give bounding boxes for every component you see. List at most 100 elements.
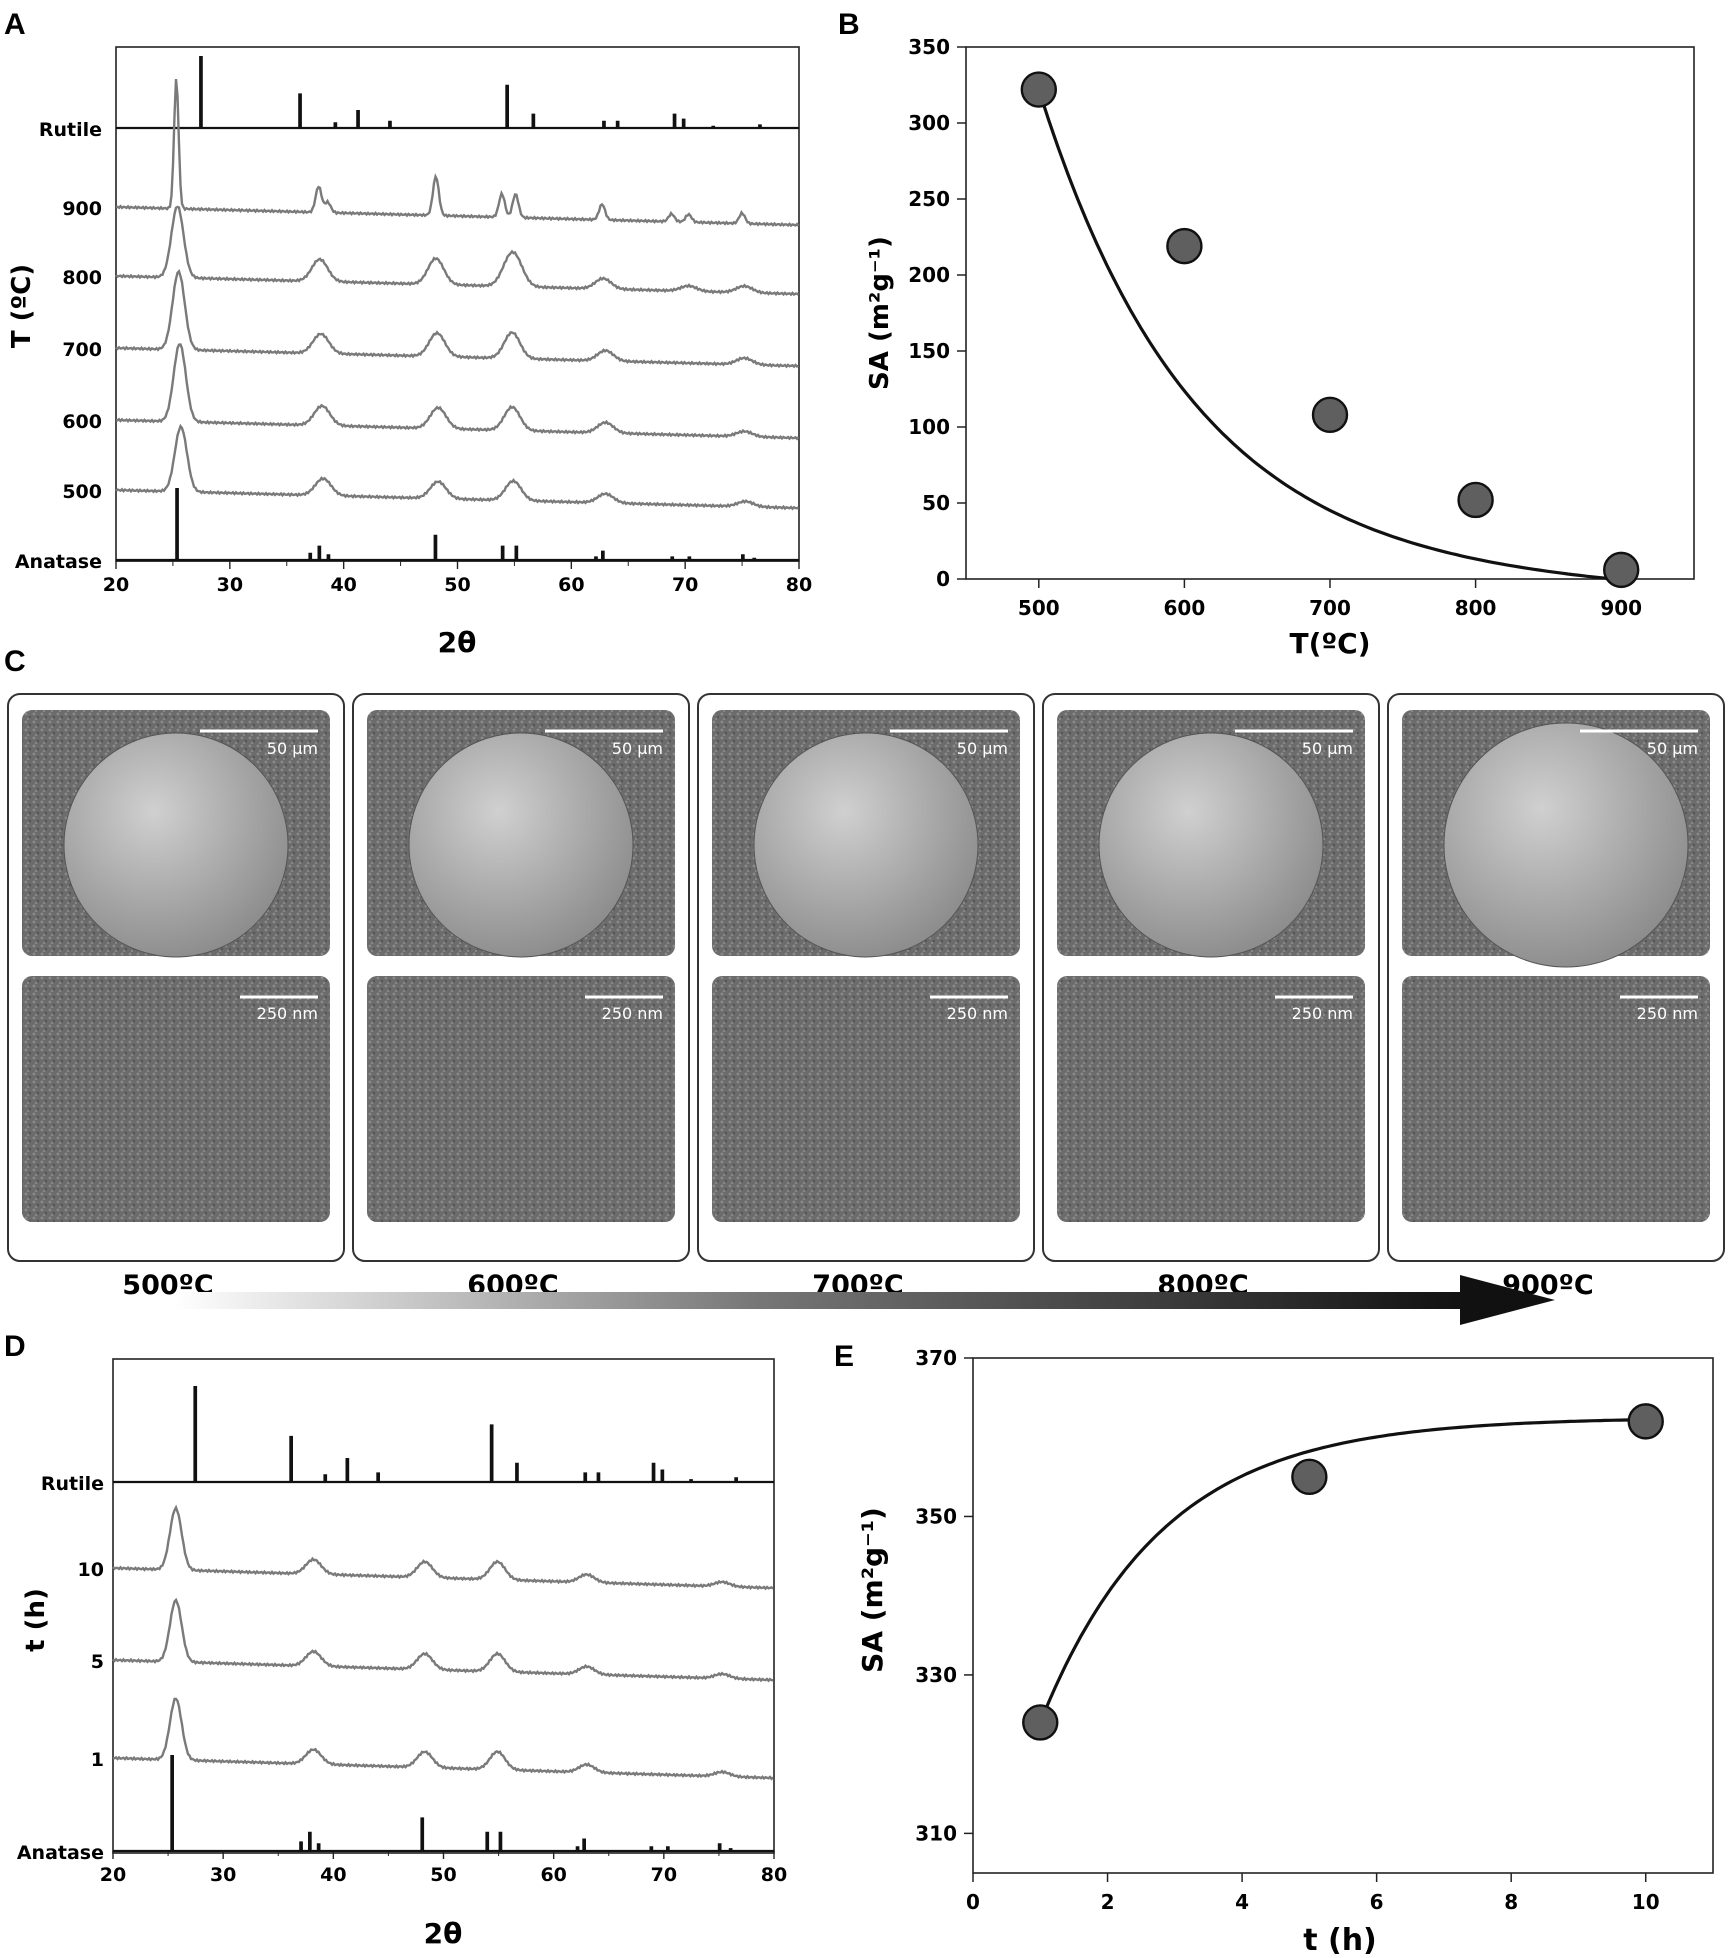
temperature-trend-arrow <box>175 1275 1555 1325</box>
data-point <box>1627 1403 1664 1440</box>
panel-b-x-axis-label: T(ºC) <box>1289 627 1370 660</box>
panel-e-y-axis-label: SA (m²g⁻¹) <box>856 1507 889 1673</box>
scale-bar-label: 250 nm <box>1292 1004 1353 1023</box>
panel-a-frame <box>115 46 800 562</box>
xrd-sample-pattern <box>112 1504 774 1591</box>
y-tick-label: 310 <box>915 1821 957 1845</box>
xrd-reference-pattern <box>113 1386 774 1484</box>
y-tick-label: 100 <box>908 415 950 439</box>
panel-b-y-axis-label: SA (m²g⁻¹) <box>865 236 895 390</box>
panel-letter-e: E <box>834 1340 854 1373</box>
panel-a-x-axis-label: 2θ <box>438 626 477 659</box>
scale-bar-label: 250 nm <box>947 1004 1008 1023</box>
scale-bar-label: 50 µm <box>267 739 318 758</box>
panel-a-y-axis-label: T (ºC) <box>7 264 37 348</box>
panel-e-points <box>1022 1403 1664 1741</box>
microsphere <box>1443 722 1689 968</box>
y-tick-label: 200 <box>908 263 950 287</box>
x-tick-label: 70 <box>672 574 698 596</box>
xrd-sample-pattern <box>113 1697 774 1781</box>
x-tick-label: 700 <box>1309 596 1351 620</box>
y-tick-label: 330 <box>915 1663 957 1687</box>
xrd-series-label: 1 <box>91 1749 104 1771</box>
x-tick-label: 10 <box>1632 1890 1660 1914</box>
xrd-sample-pattern <box>115 423 800 511</box>
scale-bar-label: 250 nm <box>257 1004 318 1023</box>
microsphere <box>753 732 979 958</box>
x-tick-label: 600 <box>1164 596 1206 620</box>
data-point <box>1291 1458 1328 1496</box>
sem-image-surface <box>22 976 330 1222</box>
x-tick-label: 70 <box>651 1864 677 1886</box>
xrd-reference-pattern <box>116 488 799 562</box>
panel-d-frame <box>112 1358 775 1854</box>
x-tick-label: 80 <box>786 574 812 596</box>
panel-letter-b: B <box>838 8 860 41</box>
xrd-series-label: 10 <box>78 1559 104 1581</box>
scale-bar-label: 50 µm <box>1302 739 1353 758</box>
xrd-reference-pattern <box>116 56 799 130</box>
xrd-sample-pattern <box>115 343 800 441</box>
panel-e-scatter: SA (m²g⁻¹) t (h) 0 2 4 6 8 10 310 330 350 370 <box>856 1346 1714 1958</box>
microsphere <box>63 732 289 958</box>
data-point <box>1311 396 1349 434</box>
x-tick-label: 20 <box>100 1864 126 1886</box>
xrd-series-label: 700 <box>62 339 102 361</box>
data-point <box>1020 71 1058 108</box>
x-tick-label: 20 <box>103 574 129 596</box>
y-tick-label: 50 <box>922 491 950 515</box>
sem-image-surface <box>367 976 675 1222</box>
xrd-reference-pattern <box>113 1755 774 1853</box>
x-tick-label: 900 <box>1600 596 1642 620</box>
data-point <box>1166 227 1203 265</box>
panel-letter-a: A <box>4 8 26 41</box>
microsphere <box>408 732 634 958</box>
xrd-series-label: Rutile <box>39 119 102 141</box>
panel-d-y-axis-label: t (h) <box>21 1588 51 1652</box>
x-tick-label: 0 <box>966 1890 980 1914</box>
panel-b-points <box>1020 71 1640 589</box>
panel-letter-d: D <box>4 1330 26 1363</box>
data-point <box>1457 481 1494 519</box>
x-tick-label: 30 <box>217 574 243 596</box>
panel-a-xrd: T (ºC) 2θ 20 30 40 50 60 70 80 Rutile 900 800 700… <box>7 46 812 659</box>
scale-bar-label: 250 nm <box>1637 1004 1698 1023</box>
xrd-series-label: 600 <box>62 411 102 433</box>
panel-e-frame <box>972 1357 1714 1874</box>
x-tick-label: 8 <box>1504 1890 1518 1914</box>
sem-image-surface <box>712 976 1020 1222</box>
xrd-sample-pattern <box>115 268 799 369</box>
data-point <box>1602 551 1640 589</box>
sem-image-surface <box>1402 976 1710 1222</box>
xrd-series-label: 800 <box>62 267 102 289</box>
panel-letter-c: C <box>4 645 26 678</box>
y-tick-label: 0 <box>936 567 950 591</box>
panel-d-x-axis-label: 2θ <box>424 1917 463 1950</box>
panel-a-patterns: Rutile 900 800 700 600 500 Anatase <box>15 56 800 573</box>
xrd-sample-pattern <box>112 1597 773 1683</box>
y-tick-label: 150 <box>908 339 950 363</box>
microsphere <box>1098 732 1324 958</box>
panel-b-frame <box>965 46 1695 580</box>
x-tick-label: 6 <box>1370 1890 1384 1914</box>
arrow-shaft <box>175 1292 1465 1309</box>
y-tick-label: 300 <box>908 111 950 135</box>
x-tick-label: 50 <box>444 574 470 596</box>
xrd-series-label: Rutile <box>41 1473 104 1495</box>
panel-d-x-ticks: 20 30 40 50 60 70 80 <box>100 1850 787 1886</box>
xrd-series-label: 5 <box>91 1651 104 1673</box>
data-point <box>1022 1704 1059 1741</box>
x-tick-label: 60 <box>558 574 584 596</box>
x-tick-label: 4 <box>1235 1890 1249 1914</box>
x-tick-label: 2 <box>1101 1890 1115 1914</box>
y-tick-label: 350 <box>908 35 950 59</box>
panel-d-xrd: t (h) 2θ 20 30 40 50 60 70 80 Rutile 10 5 1 Anatas… <box>17 1358 787 1950</box>
xrd-sample-pattern <box>115 205 800 297</box>
x-tick-label: 80 <box>761 1864 787 1886</box>
panel-d-patterns: Rutile 10 5 1 Anatase <box>17 1386 774 1864</box>
xrd-series-label: 500 <box>62 481 102 503</box>
scale-bar-label: 50 µm <box>957 739 1008 758</box>
sem-image-surface <box>1057 976 1365 1222</box>
xrd-series-label: 900 <box>62 198 102 220</box>
